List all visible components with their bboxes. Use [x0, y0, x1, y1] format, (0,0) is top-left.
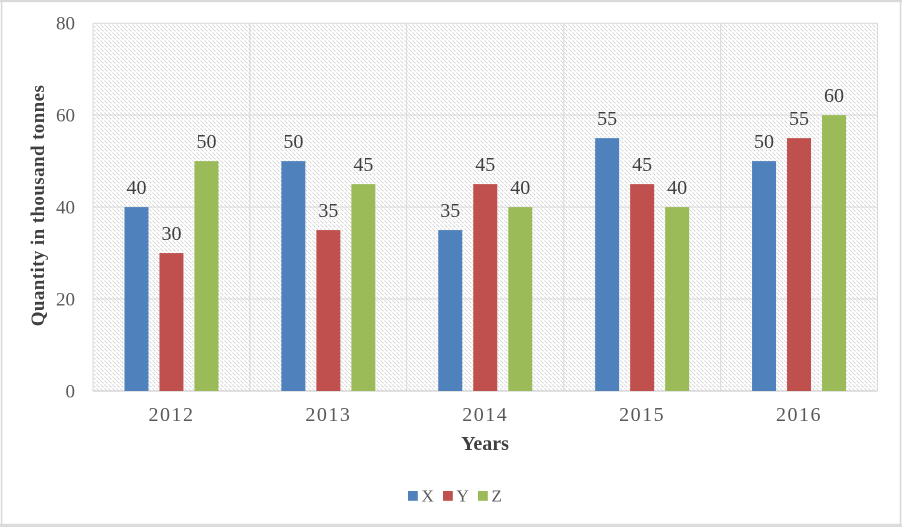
svg-text:40: 40 — [667, 177, 687, 199]
svg-text:55: 55 — [789, 108, 809, 130]
svg-text:2013: 2013 — [305, 404, 351, 426]
svg-text:20: 20 — [56, 290, 75, 311]
svg-text:Z: Z — [492, 486, 502, 505]
svg-text:45: 45 — [632, 154, 652, 176]
svg-text:35: 35 — [318, 200, 338, 222]
svg-text:80: 80 — [56, 14, 75, 35]
svg-text:30: 30 — [161, 223, 181, 245]
svg-text:2014: 2014 — [462, 404, 508, 426]
svg-text:2015: 2015 — [619, 404, 665, 426]
svg-text:45: 45 — [475, 154, 495, 176]
svg-text:35: 35 — [440, 200, 460, 222]
svg-text:45: 45 — [353, 154, 373, 176]
svg-text:Years: Years — [461, 433, 509, 455]
svg-text:40: 40 — [126, 177, 146, 199]
svg-text:50: 50 — [196, 131, 216, 153]
svg-text:X: X — [422, 486, 434, 505]
svg-text:2016: 2016 — [776, 404, 822, 426]
svg-text:50: 50 — [283, 131, 303, 153]
svg-text:40: 40 — [510, 177, 530, 199]
svg-text:0: 0 — [66, 382, 76, 403]
svg-text:60: 60 — [824, 85, 844, 107]
svg-text:Y: Y — [457, 486, 469, 505]
svg-text:60: 60 — [56, 106, 75, 127]
svg-text:40: 40 — [56, 198, 75, 219]
svg-text:2012: 2012 — [148, 404, 194, 426]
svg-text:Quantity in thousand tonnes: Quantity in thousand tonnes — [28, 85, 49, 327]
svg-text:50: 50 — [754, 131, 774, 153]
svg-text:55: 55 — [597, 108, 617, 130]
